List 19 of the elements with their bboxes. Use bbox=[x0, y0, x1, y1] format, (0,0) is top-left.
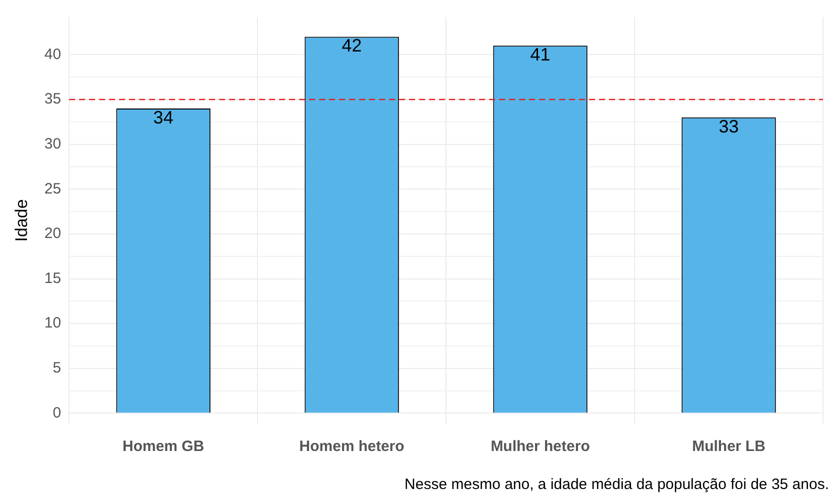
data-label: 34 bbox=[153, 107, 174, 128]
y-tick-label: 35 bbox=[44, 90, 62, 108]
x-tick-label: Homem GB bbox=[122, 438, 204, 456]
text: Nesse mesmo ano, a idade média da população foi de 35 anos. bbox=[404, 476, 829, 493]
y-tick-label: 40 bbox=[44, 46, 62, 63]
x-tick-label: Mulher LB bbox=[692, 438, 766, 456]
y-tick-label: 0 bbox=[52, 404, 62, 422]
y-axis-title: Idade bbox=[12, 199, 31, 242]
data-label: 33 bbox=[718, 116, 739, 136]
y-tick-label: 5 bbox=[52, 360, 62, 377]
y-tick-label: 20 bbox=[44, 225, 62, 242]
data-label: 42 bbox=[342, 36, 362, 56]
y-tick-label: 15 bbox=[44, 270, 62, 287]
x-tick-label: Mulher hetero bbox=[490, 438, 590, 456]
data-label: 41 bbox=[530, 44, 550, 65]
y-tick-label: 30 bbox=[44, 135, 62, 152]
y-tick-label: 25 bbox=[44, 180, 62, 198]
y-tick-label: 10 bbox=[44, 314, 62, 332]
x-tick-label: Homem hetero bbox=[299, 438, 404, 456]
